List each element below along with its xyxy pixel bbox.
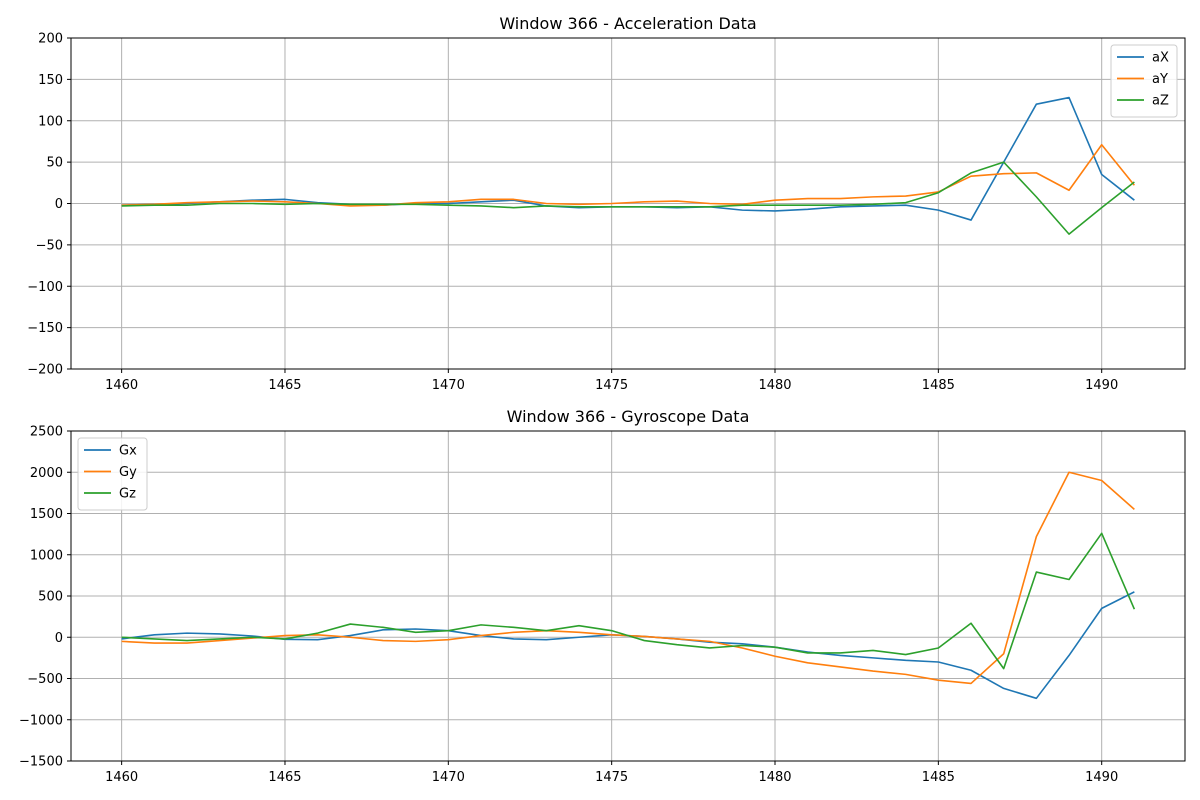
plot-frame	[70, 430, 1186, 762]
legend: Gx Gy Gz	[77, 437, 148, 511]
legend: aX aY aZ	[1110, 44, 1178, 118]
y-tick-label: 1000	[30, 548, 63, 563]
y-tick-label: −150	[27, 321, 63, 336]
y-tick-label: −50	[36, 238, 63, 253]
chart-title: Window 366 - Acceleration Data	[499, 14, 756, 33]
y-tick-label: 2000	[30, 466, 63, 481]
x-tick-label: 1475	[595, 770, 628, 785]
y-tick-label: 2500	[30, 425, 63, 440]
chart-panel-1: 1460 1465 1470 1475 1480 1485 1490 −200 −150 −100…	[27, 14, 1186, 393]
x-tick-label: 1480	[758, 770, 791, 785]
y-tick-label: −200	[27, 363, 63, 378]
y-tick-label: −1500	[19, 755, 63, 770]
x-tick-label: 1490	[1085, 378, 1118, 393]
x-tick-label: 1485	[922, 770, 955, 785]
y-tick-label: 150	[38, 73, 63, 88]
x-tick-label: 1470	[432, 378, 465, 393]
x-tick-label: 1480	[758, 378, 791, 393]
y-tick-label: 100	[38, 114, 63, 129]
x-tick-label: 1475	[595, 378, 628, 393]
x-tick-label: 1470	[432, 770, 465, 785]
series-line-Gz	[121, 532, 1136, 670]
series-line-aZ	[121, 161, 1135, 235]
y-tick-label: 500	[38, 590, 63, 605]
x-tick-label: 1465	[268, 378, 301, 393]
x-tick-label: 1460	[105, 770, 138, 785]
series-line-aY	[121, 143, 1135, 207]
y-tick-label: −100	[27, 280, 63, 295]
legend-label: Gy	[119, 465, 137, 480]
x-tick-label: 1465	[268, 770, 301, 785]
legend-label: Gx	[119, 444, 137, 459]
y-tick-label: −500	[27, 672, 63, 687]
y-tick-label: 0	[55, 197, 63, 212]
x-tick-label: 1485	[922, 378, 955, 393]
legend-label: Gz	[119, 487, 136, 502]
x-tick-label: 1490	[1085, 770, 1118, 785]
y-tick-label: 50	[46, 156, 63, 171]
legend-label: aZ	[1152, 94, 1169, 109]
legend-label: aY	[1152, 72, 1168, 87]
series-line-Gy	[121, 471, 1135, 685]
chart-title: Window 366 - Gyroscope Data	[507, 407, 750, 426]
chart-panel-2: 1460 1465 1470 1475 1480 1485 1490 −1500 −1000 −5…	[19, 407, 1186, 785]
y-tick-label: −1000	[19, 713, 63, 728]
y-tick-label: 1500	[30, 507, 63, 522]
series-line-Gx	[121, 591, 1135, 700]
plot-frame	[70, 37, 1186, 370]
legend-box	[77, 437, 148, 511]
legend-box	[1110, 44, 1178, 118]
y-tick-label: 200	[38, 32, 63, 47]
x-tick-label: 1460	[105, 378, 138, 393]
y-tick-label: 0	[55, 631, 63, 646]
legend-label: aX	[1152, 51, 1169, 66]
